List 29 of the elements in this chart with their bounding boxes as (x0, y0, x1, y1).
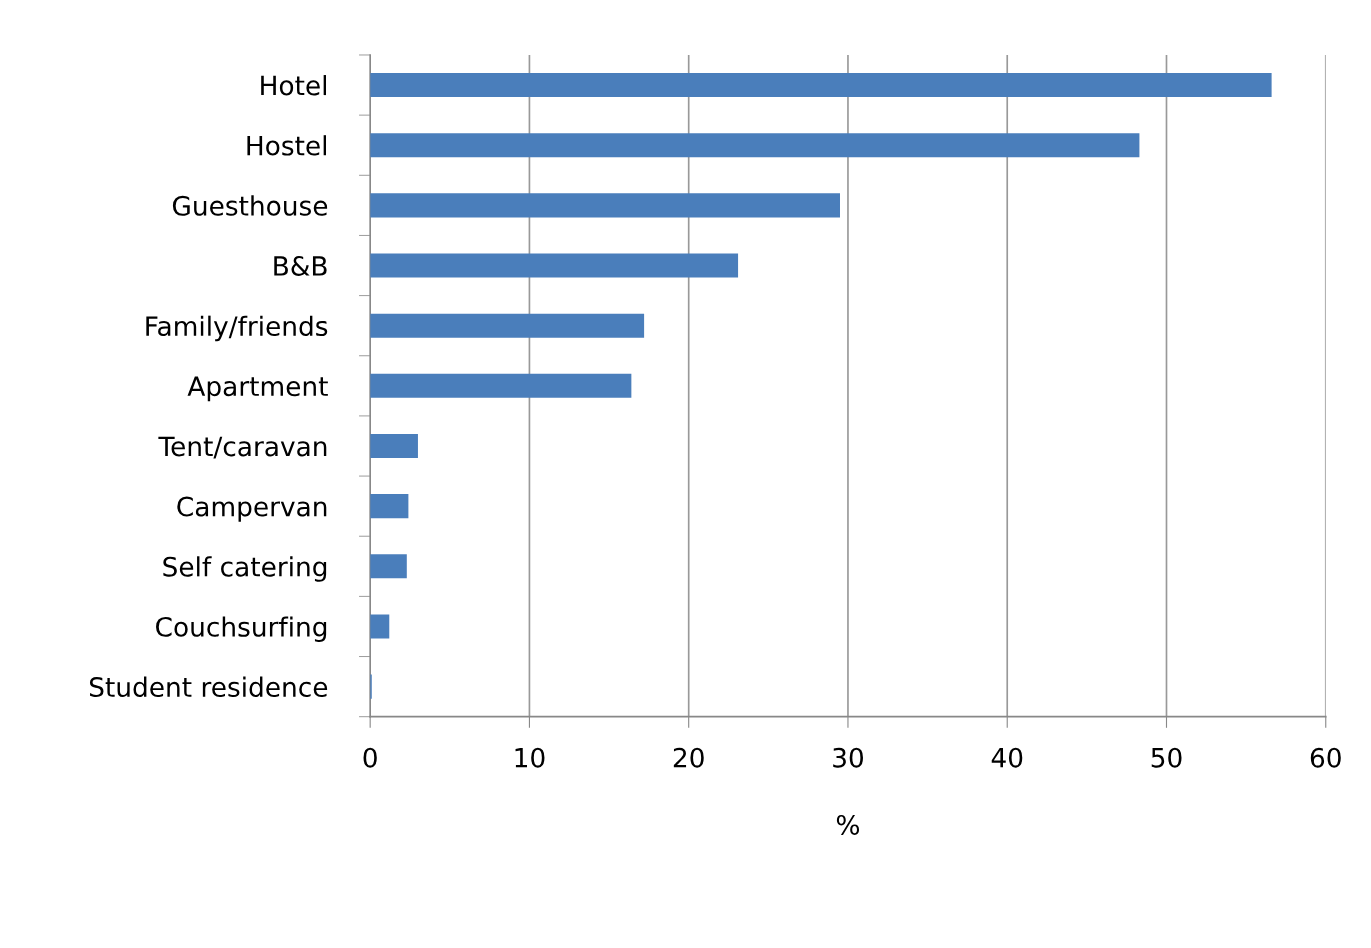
y-tick-label: Hotel (261, 75, 327, 96)
y-tick-label: Guesthouse (172, 195, 328, 216)
y-tick-label: Hostel (247, 135, 327, 156)
y-tick-label: Self catering (163, 556, 327, 582)
bar (370, 313, 645, 338)
y-tick-label: Couchsurfing (156, 616, 327, 642)
y-tick-label: Campervan (177, 496, 327, 522)
x-tick-label: 30 (833, 747, 863, 768)
x-tick-label: 50 (1151, 747, 1182, 768)
bar (370, 433, 418, 459)
y-tick-label: Family/friends (146, 315, 328, 342)
x-tick-label: 0 (363, 747, 377, 768)
y-tick-label: Student residence (89, 676, 328, 698)
x-tick-label: 40 (991, 747, 1023, 768)
bar (370, 73, 1272, 98)
x-tick-label: 10 (515, 747, 545, 768)
bar (370, 133, 1140, 158)
x-tick-label: 20 (673, 747, 704, 768)
y-tick-label: Apartment (187, 376, 328, 402)
bar (370, 253, 739, 278)
x-tick-label: 60 (1310, 747, 1341, 768)
y-tick-label: B&B (274, 255, 327, 276)
y-tick-label: Tent/caravan (158, 436, 327, 459)
bar (370, 494, 409, 519)
bar (370, 614, 390, 639)
x-axis-title: % (836, 814, 860, 835)
bar (370, 193, 840, 218)
bar (370, 554, 407, 579)
bar (370, 373, 632, 398)
